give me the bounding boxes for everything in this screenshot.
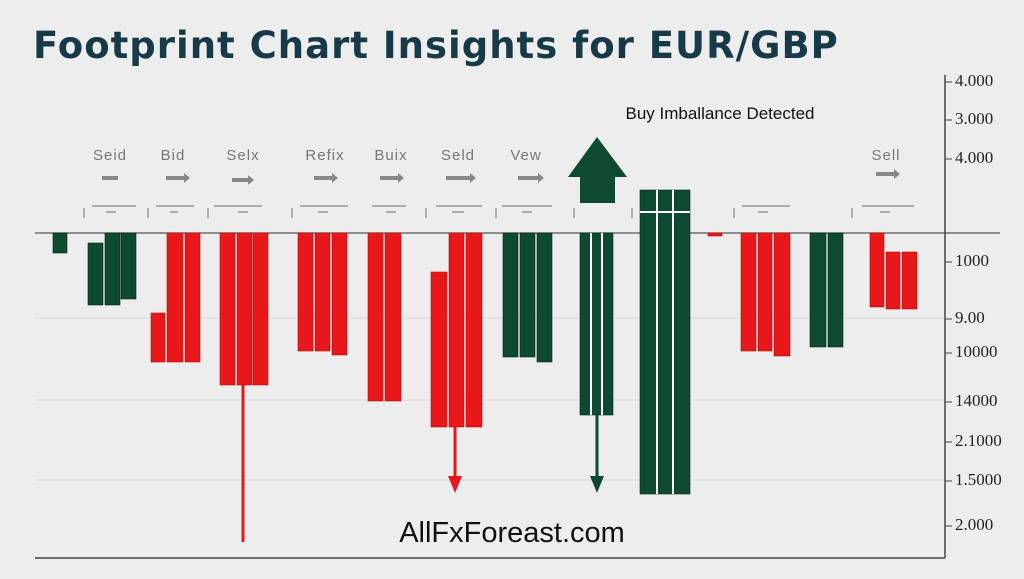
arrow: [102, 176, 118, 180]
bar: [52, 232, 68, 254]
bar: [219, 232, 236, 386]
arrow: [314, 173, 338, 183]
bar: [536, 232, 553, 363]
arrow: [446, 173, 476, 183]
column-label: Buix: [374, 147, 407, 164]
bar: [120, 232, 137, 300]
arrow: [232, 175, 254, 185]
axis-label: 2.000: [955, 515, 993, 534]
column-labels: Seid Bid Selx Refix Buix Seld Vew Sell: [93, 147, 900, 164]
bar: [430, 271, 448, 428]
axis-label: 14000: [955, 391, 998, 410]
axis-label: 2.1000: [955, 431, 1002, 450]
bar: [367, 232, 384, 402]
y-labels: 4.000 3.000 4.000 1000 9.00 10000 14000 2.1000 1…: [945, 71, 1002, 534]
bar: [384, 232, 402, 402]
bar: [740, 232, 757, 352]
brackets: [83, 205, 914, 218]
column-label: Bid: [161, 147, 186, 164]
annotation: Buy Imballance Detected: [626, 104, 815, 123]
bar: [639, 189, 691, 495]
bar: [773, 232, 791, 357]
column-label: Seld: [441, 147, 475, 164]
bar: [150, 312, 166, 363]
bar: [579, 232, 614, 416]
arrow: [380, 173, 404, 183]
arrow-head: [448, 476, 462, 493]
bar: [885, 251, 901, 310]
bar: [448, 232, 465, 428]
watermark: AllFxForeast.com: [399, 517, 625, 549]
column-label: Selx: [226, 147, 259, 164]
bar: [502, 232, 519, 358]
column-label: Vew: [510, 147, 541, 164]
bar: [184, 232, 201, 363]
arrow: [876, 169, 900, 179]
axis-label: 10000: [955, 342, 998, 361]
bar: [809, 232, 827, 348]
big-arrow: [568, 137, 627, 203]
bar: [465, 232, 483, 428]
bar: [104, 232, 121, 306]
column-label: Sell: [871, 147, 900, 164]
small-arrows: [102, 169, 900, 185]
bar: [869, 232, 885, 308]
axis-label: 4.000: [955, 71, 993, 90]
arrow: [518, 173, 544, 183]
title: Footprint Chart Insights for EUR/GBP: [33, 24, 839, 67]
bars: [52, 137, 918, 542]
bar: [87, 242, 104, 306]
bar: [519, 232, 536, 358]
arrow: [166, 173, 190, 183]
bar: [707, 232, 723, 237]
bar: [901, 251, 918, 310]
axis-label: 9.00: [955, 308, 985, 327]
arrow-head: [590, 476, 604, 493]
bar: [236, 232, 253, 386]
bracket: [83, 205, 914, 218]
axis-label: 4.000: [955, 148, 993, 167]
bar: [827, 232, 844, 348]
column-label: Refix: [305, 147, 344, 164]
column-label: Seid: [93, 147, 127, 164]
bar: [331, 232, 348, 356]
axis-label: 1.5000: [955, 470, 1002, 489]
axis-label: 1000: [955, 251, 989, 270]
bar: [314, 232, 331, 352]
bar: [757, 232, 773, 352]
bar: [252, 232, 269, 386]
bar: [297, 232, 314, 352]
axis-label: 3.000: [955, 109, 993, 128]
bar: [166, 232, 184, 363]
